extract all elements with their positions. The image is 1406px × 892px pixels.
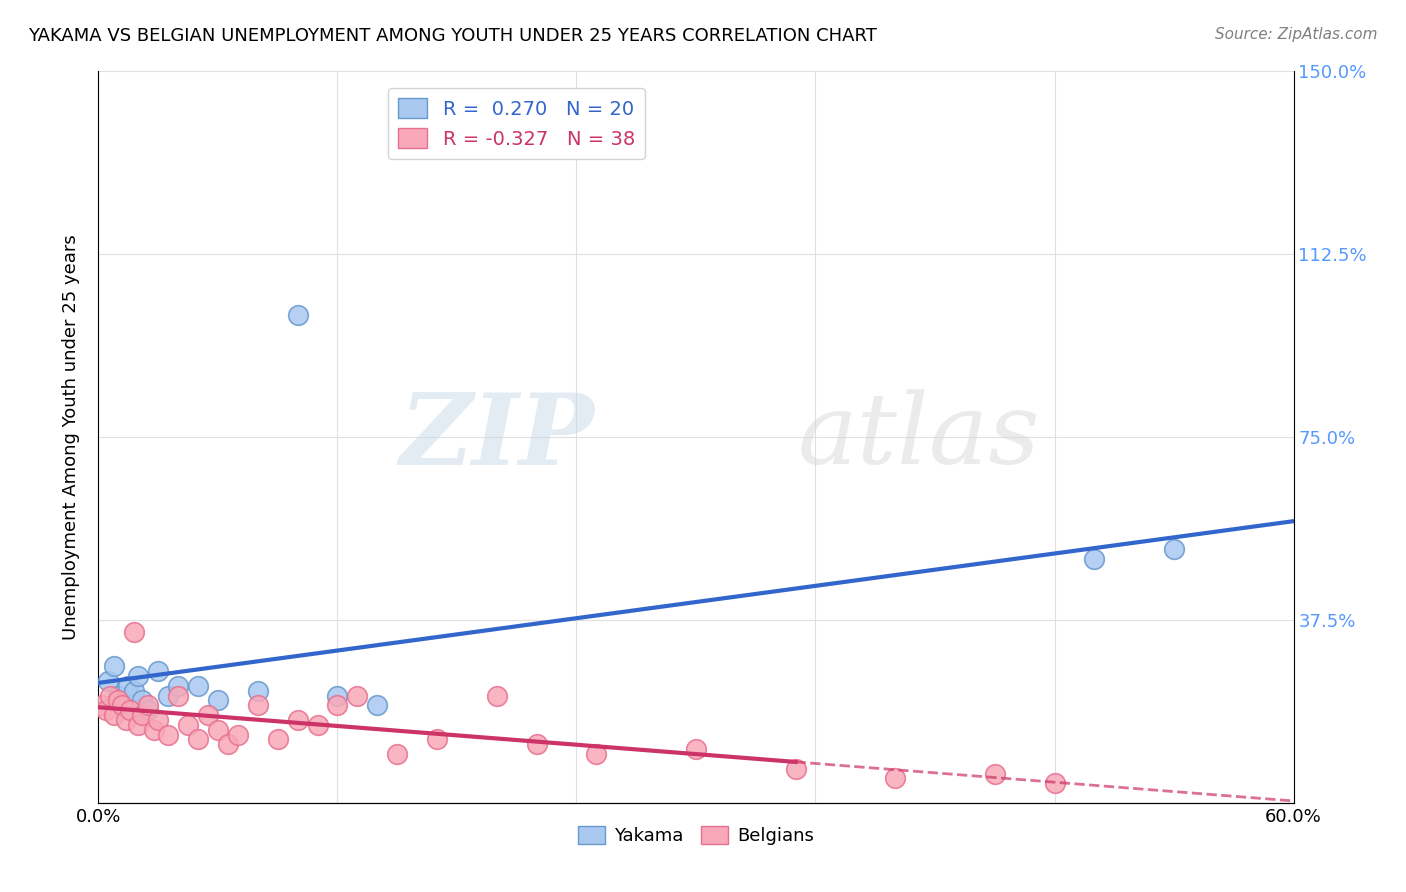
Point bbox=[115, 713, 138, 727]
Text: ZIP: ZIP bbox=[399, 389, 595, 485]
Point bbox=[226, 727, 249, 741]
Point bbox=[366, 698, 388, 713]
Point bbox=[127, 669, 149, 683]
Point bbox=[98, 689, 122, 703]
Point bbox=[426, 732, 449, 747]
Point bbox=[167, 679, 190, 693]
Point bbox=[385, 747, 409, 761]
Point bbox=[217, 737, 239, 751]
Point bbox=[984, 766, 1007, 780]
Point bbox=[120, 703, 142, 717]
Point bbox=[103, 708, 125, 723]
Point bbox=[1043, 776, 1066, 790]
Point bbox=[1083, 552, 1105, 566]
Point bbox=[685, 742, 707, 756]
Point bbox=[131, 693, 153, 707]
Text: YAKAMA VS BELGIAN UNEMPLOYMENT AMONG YOUTH UNDER 25 YEARS CORRELATION CHART: YAKAMA VS BELGIAN UNEMPLOYMENT AMONG YOU… bbox=[28, 27, 877, 45]
Point bbox=[197, 708, 219, 723]
Point bbox=[148, 713, 170, 727]
Text: Source: ZipAtlas.com: Source: ZipAtlas.com bbox=[1215, 27, 1378, 42]
Legend: R =  0.270   N = 20, R = -0.327   N = 38: R = 0.270 N = 20, R = -0.327 N = 38 bbox=[388, 88, 645, 159]
Point bbox=[127, 718, 149, 732]
Point bbox=[157, 727, 180, 741]
Point bbox=[207, 723, 229, 737]
Point bbox=[107, 689, 129, 703]
Point bbox=[131, 708, 153, 723]
Point bbox=[167, 689, 190, 703]
Point bbox=[111, 698, 134, 713]
Point bbox=[526, 737, 548, 751]
Point bbox=[117, 679, 139, 693]
Point bbox=[287, 308, 309, 322]
Point bbox=[307, 718, 329, 732]
Point bbox=[187, 732, 209, 747]
Point bbox=[91, 698, 114, 713]
Point bbox=[326, 689, 349, 703]
Point bbox=[111, 698, 134, 713]
Point bbox=[136, 698, 159, 713]
Point bbox=[287, 713, 309, 727]
Point bbox=[267, 732, 290, 747]
Point bbox=[246, 683, 269, 698]
Point bbox=[1163, 542, 1185, 557]
Point bbox=[207, 693, 229, 707]
Y-axis label: Unemployment Among Youth under 25 years: Unemployment Among Youth under 25 years bbox=[62, 235, 80, 640]
Point bbox=[485, 689, 508, 703]
Text: atlas: atlas bbox=[797, 390, 1040, 484]
Point bbox=[785, 762, 807, 776]
Point bbox=[97, 673, 120, 688]
Point bbox=[103, 659, 125, 673]
Point bbox=[143, 723, 166, 737]
Point bbox=[148, 664, 170, 678]
Point bbox=[585, 747, 607, 761]
Point bbox=[246, 698, 269, 713]
Point bbox=[157, 689, 180, 703]
Point bbox=[177, 718, 200, 732]
Point bbox=[124, 625, 146, 640]
Point bbox=[136, 703, 159, 717]
Point bbox=[884, 772, 907, 786]
Point bbox=[124, 683, 146, 698]
Point bbox=[107, 693, 129, 707]
Point bbox=[346, 689, 368, 703]
Point bbox=[326, 698, 349, 713]
Point bbox=[96, 703, 118, 717]
Point bbox=[187, 679, 209, 693]
